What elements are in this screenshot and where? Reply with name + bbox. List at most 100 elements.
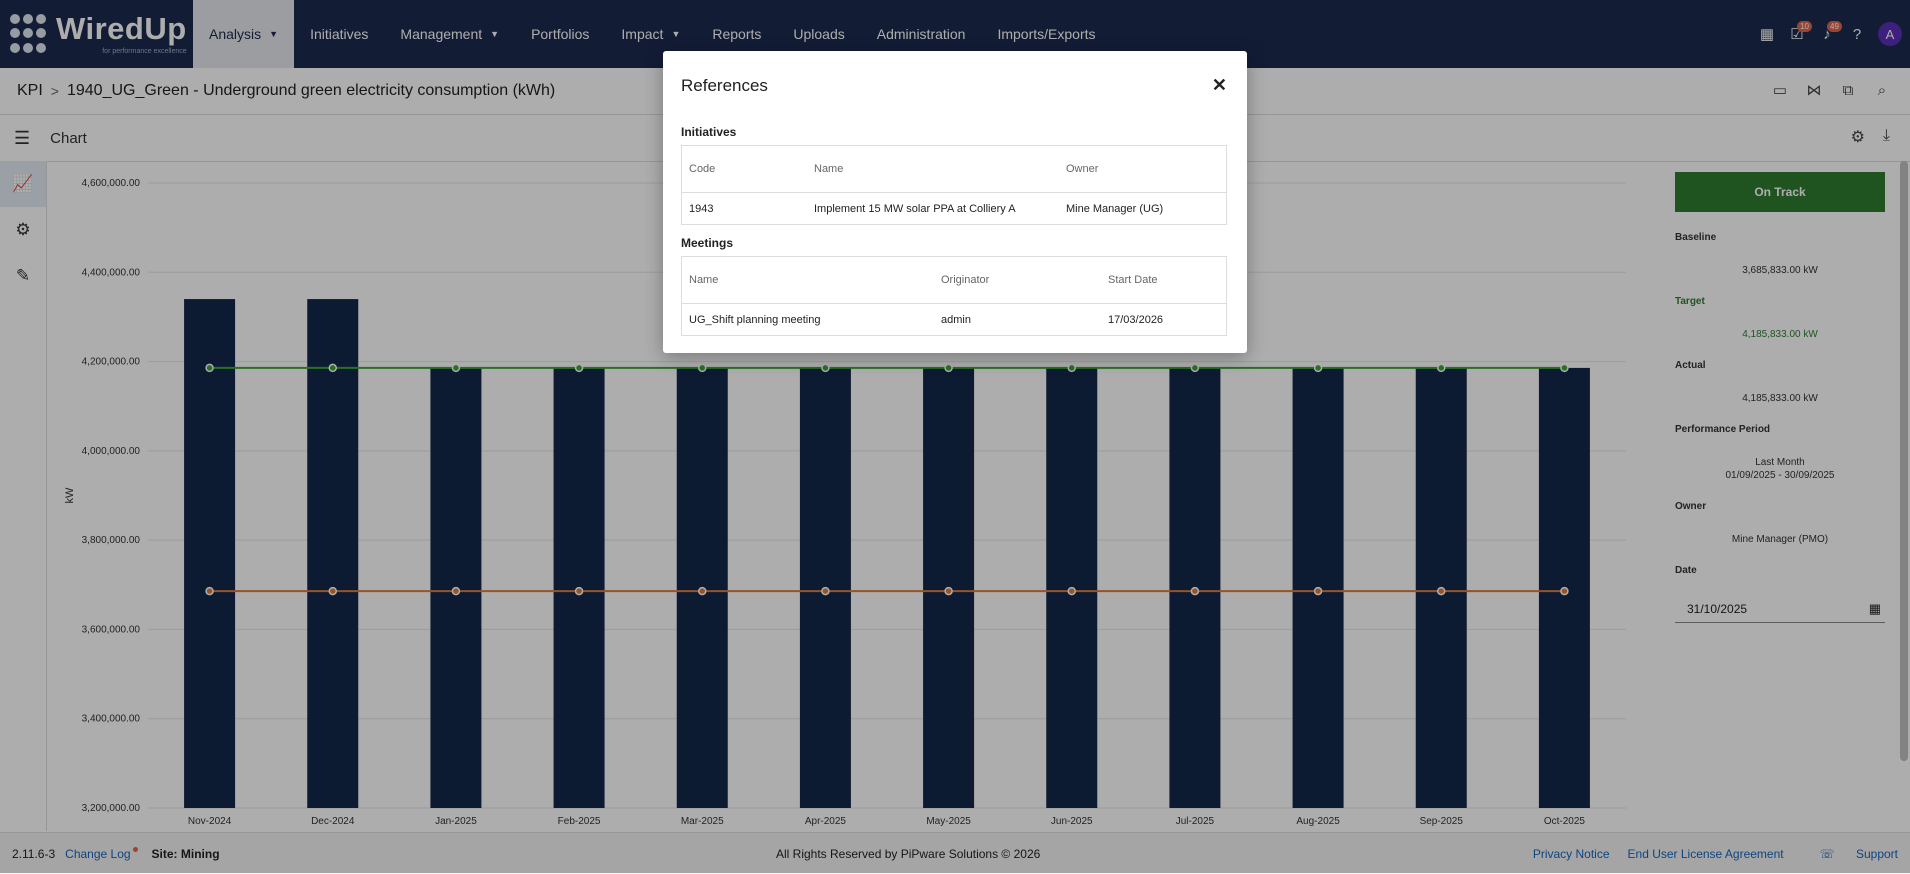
series-point — [944, 586, 953, 596]
actual-value: 4,185,833.00 kW — [1742, 393, 1818, 404]
x-tick-label: Feb-2025 — [558, 816, 601, 827]
download-icon[interactable]: ⤓ — [1882, 127, 1890, 144]
y-axis-label: kW — [64, 487, 76, 504]
support-link[interactable]: ☏ Support — [1802, 847, 1898, 861]
settings-icon[interactable]: ⚙ — [15, 220, 31, 239]
main-menu: Analysis ▼ Initiatives Management ▼ Portfo… — [193, 0, 1112, 68]
nav-initiatives[interactable]: Initiatives — [294, 0, 384, 68]
initiative-owner: Mine Manager (UG) — [1066, 202, 1164, 215]
nav-analysis[interactable]: Analysis ▼ — [193, 0, 295, 68]
inspect-icon[interactable]: ⌕ — [1877, 81, 1887, 99]
baseline-label: Baseline — [1675, 232, 1717, 243]
column-header-code: Code — [689, 163, 716, 175]
note-icon[interactable]: ▭ — [1772, 82, 1788, 99]
table-row[interactable]: UG_Shift planning meeting admin 17/03/20… — [682, 304, 1226, 335]
y-tick-label: 4,600,000.00 — [82, 178, 141, 189]
date-field[interactable]: 31/10/2025 ▦ — [1675, 596, 1885, 623]
left-toolbar: 📈 ⚙ ✎ — [0, 161, 47, 831]
nav-portfolios[interactable]: Portfolios — [515, 0, 605, 68]
performance-period-range: 01/09/2025 - 30/09/2025 — [1725, 470, 1835, 481]
nav-portfolios-label: Portfolios — [531, 26, 590, 42]
series-point — [821, 586, 830, 596]
version-label: 2.11.6-3 — [12, 846, 56, 861]
references-modal: References ✕ Initiatives Code Name Owner… — [663, 51, 1247, 353]
y-tick-label: 4,400,000.00 — [82, 267, 141, 278]
nav-reports-label: Reports — [712, 26, 762, 42]
nav-reports[interactable]: Reports — [696, 0, 777, 68]
logo[interactable]: WiredUp for performance excellence — [10, 13, 187, 55]
tasks-icon[interactable]: ☑ 10 — [1782, 19, 1812, 49]
support-label: Support — [1855, 846, 1898, 861]
site-label: Site: Mining — [151, 846, 220, 861]
breadcrumb-actions: ▭ ⋈ ⧉ ⌕ — [1756, 80, 1892, 100]
nav-administration[interactable]: Administration — [861, 0, 982, 68]
nav-imports-exports-label: Imports/Exports — [997, 26, 1096, 42]
nav-management[interactable]: Management ▼ — [384, 0, 515, 68]
meetings-heading: Meetings — [681, 236, 734, 250]
nav-management-label: Management — [400, 26, 483, 42]
calendar-icon[interactable]: ▦ — [1759, 26, 1775, 43]
caret-down-icon: ▼ — [269, 29, 279, 39]
privacy-link[interactable]: Privacy Notice — [1532, 846, 1610, 861]
series-point — [1437, 363, 1446, 373]
tasks-badge: 10 — [1797, 21, 1812, 32]
series-point — [205, 586, 214, 596]
eula-link[interactable]: End User License Agreement — [1627, 846, 1784, 861]
baseline-value: 3,685,833.00 kW — [1742, 265, 1818, 276]
x-tick-label: Apr-2025 — [805, 816, 847, 827]
logo-dots-icon — [10, 14, 50, 54]
x-tick-label: Aug-2025 — [1296, 816, 1340, 827]
owner-label: Owner — [1675, 501, 1707, 512]
close-icon[interactable]: ✕ — [1211, 75, 1227, 95]
chart-actions: ⚙ ⤓ — [1833, 127, 1890, 147]
date-label: Date — [1675, 565, 1697, 576]
logo-tagline: for performance excellence — [102, 48, 187, 55]
y-tick-label: 3,200,000.00 — [82, 803, 141, 814]
chart-view-icon[interactable]: 📈 — [0, 161, 46, 207]
nav-impact[interactable]: Impact ▼ — [605, 0, 696, 68]
modal-title: References — [681, 76, 768, 95]
y-tick-label: 3,800,000.00 — [82, 535, 141, 546]
nav-initiatives-label: Initiatives — [310, 26, 369, 42]
series-point — [451, 586, 461, 596]
avatar[interactable]: A — [1878, 22, 1902, 46]
nav-analysis-label: Analysis — [209, 26, 262, 42]
series-point — [1560, 363, 1569, 373]
y-tick-label: 4,200,000.00 — [82, 357, 141, 368]
series-point — [698, 586, 707, 596]
chevron-right-icon: > — [50, 83, 59, 99]
calendar-picker-icon[interactable]: ▦ — [1868, 601, 1881, 616]
nav-imports-exports[interactable]: Imports/Exports — [981, 0, 1111, 68]
page-scrollbar[interactable] — [1900, 161, 1908, 761]
nav-administration-label: Administration — [876, 26, 966, 42]
column-header-name: Name — [689, 274, 719, 286]
series-point — [205, 363, 214, 373]
gear-icon[interactable]: ⚙ — [1850, 129, 1865, 146]
footer: 2.11.6-3 Change Log Site: Mining All Rig… — [0, 832, 1910, 874]
breadcrumb-root[interactable]: KPI — [17, 82, 43, 99]
footer-links: Privacy Notice End User License Agreemen… — [1515, 847, 1898, 861]
caret-down-icon: ▼ — [490, 29, 500, 39]
meetings-table: Name Originator Start Date UG_Shift plan… — [681, 256, 1227, 336]
column-header-name: Name — [814, 163, 844, 175]
x-tick-label: Mar-2025 — [681, 816, 724, 827]
support-icon: ☏ — [1819, 846, 1835, 861]
new-dot-icon — [132, 846, 138, 852]
network-icon[interactable]: ⋈ — [1806, 82, 1822, 99]
actual-label: Actual — [1675, 360, 1706, 371]
changelog-link[interactable]: Change Log — [65, 846, 138, 861]
initiatives-table: Code Name Owner 1943 Implement 15 MW sol… — [681, 145, 1227, 225]
series-point — [574, 586, 584, 596]
table-header-row: Code Name Owner — [682, 146, 1226, 193]
performance-period-label: Performance Period — [1675, 424, 1771, 435]
series-point — [1190, 586, 1200, 596]
bell-icon[interactable]: ♪ 49 — [1812, 19, 1842, 49]
menu-icon[interactable]: ☰ — [14, 127, 31, 148]
copy-icon[interactable]: ⧉ — [1842, 81, 1854, 99]
help-icon[interactable]: ? — [1852, 25, 1862, 43]
nav-uploads[interactable]: Uploads — [777, 0, 860, 68]
table-row[interactable]: 1943 Implement 15 MW solar PPA at Collie… — [682, 193, 1226, 224]
caret-down-icon: ▼ — [671, 29, 681, 39]
meeting-start-date: 17/03/2026 — [1108, 313, 1164, 326]
edit-icon[interactable]: ✎ — [15, 266, 31, 285]
